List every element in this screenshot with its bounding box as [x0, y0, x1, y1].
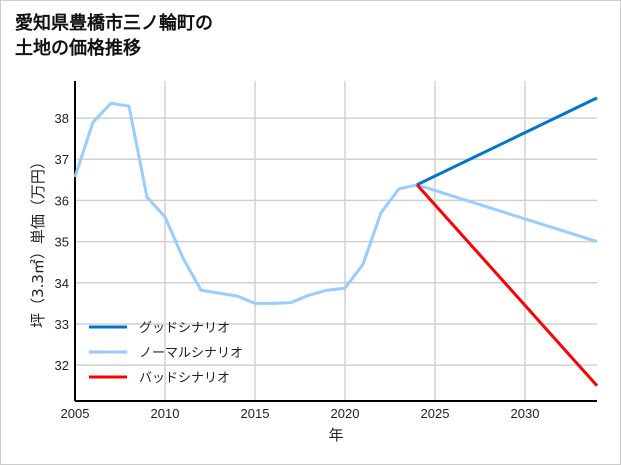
series-line-0 [416, 96, 598, 187]
x-tick-label: 2020 [331, 406, 360, 421]
x-axis-label: 年 [328, 426, 343, 444]
legend-label: グッドシナリオ [139, 321, 230, 336]
y-tick-label: 33 [55, 317, 69, 332]
title-line-1: 愛知県豊橋市三ノ輪町の [15, 13, 213, 34]
chart-title: 愛知県豊橋市三ノ輪町の 土地の価格推移 [15, 11, 213, 61]
y-tick-label: 36 [55, 193, 69, 208]
title-line-2: 土地の価格推移 [15, 38, 141, 59]
series-line-1 [73, 101, 598, 305]
series-line-2 [415, 183, 599, 387]
x-tick-label: 2030 [511, 406, 540, 421]
y-tick-label: 38 [55, 111, 69, 126]
y-tick-label: 35 [55, 235, 69, 250]
y-tick-label: 32 [55, 358, 69, 373]
y-axis-label: 坪（3.3㎡）単価（万円） [29, 154, 47, 328]
x-tick-label: 2010 [151, 406, 180, 421]
x-tick-label: 2005 [61, 406, 90, 421]
legend-label: バッドシナリオ [139, 371, 230, 386]
legend-label: ノーマルシナリオ [139, 346, 243, 361]
y-tick-label: 37 [55, 152, 69, 167]
x-tick-label: 2025 [421, 406, 450, 421]
x-tick-label: 2015 [241, 406, 270, 421]
y-tick-label: 34 [55, 276, 69, 291]
